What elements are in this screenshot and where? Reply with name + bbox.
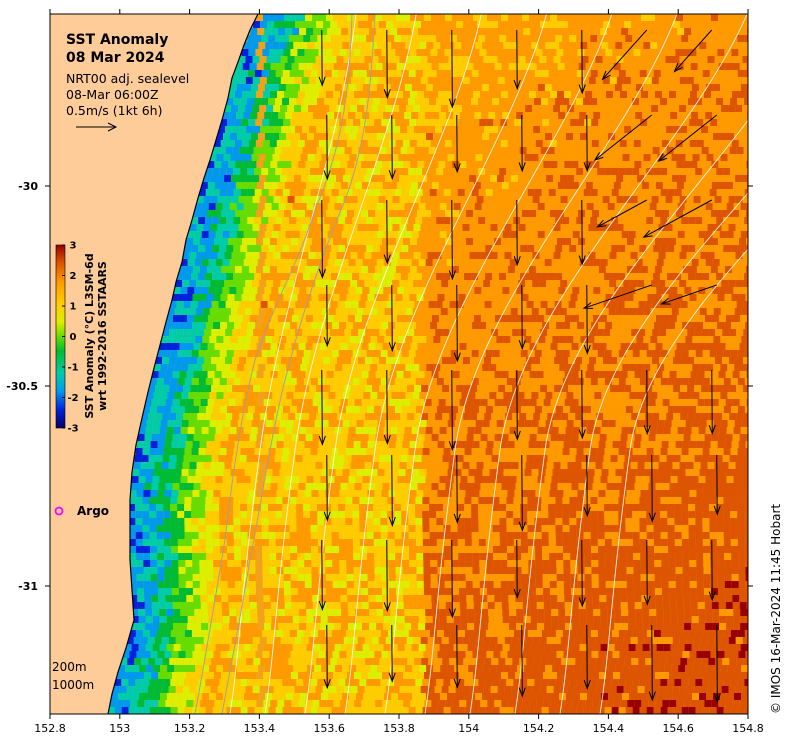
vector-scale-label: 0.5m/s (1kt 6h)	[66, 103, 162, 118]
argo-legend-label: Argo	[77, 504, 109, 518]
colorbar-ticks: 3 2 1 0 -1 -2 -3	[62, 241, 79, 435]
colorbar-tick-label: 1	[70, 302, 77, 313]
x-tick-label: 153.2	[174, 722, 206, 735]
y-tick-label: -30	[18, 180, 38, 193]
x-tick-label: 152.8	[34, 722, 66, 735]
x-tick-label: 154.8	[732, 722, 764, 735]
x-tick-label: 153	[109, 722, 130, 735]
x-tick-label: 154.2	[523, 722, 555, 735]
argo-marker-icon	[54, 506, 64, 516]
current-vectors	[318, 29, 721, 704]
x-tick-label: 153.8	[383, 722, 415, 735]
x-tick-label: 154	[458, 722, 479, 735]
colorbar-title-line2: wrt 1992-2016 SSTAARS	[96, 261, 109, 411]
y-tick-label: -30.5	[6, 380, 38, 393]
sst-cells	[107, 14, 748, 714]
colorbar-tick-label: -2	[67, 393, 78, 404]
isobath-200m	[194, 14, 353, 714]
map-title-line2: 08 Mar 2024	[66, 50, 165, 66]
vector-scale-arrow	[76, 122, 118, 132]
y-tick-label: -31	[18, 580, 38, 593]
y-axis: -30-30.5-31	[6, 180, 753, 593]
data-time: 08-Mar 06:00Z	[66, 87, 159, 102]
coastline	[107, 14, 259, 714]
colorbar-title-line1: SST Anomaly (°C) L3SM-6d	[83, 253, 96, 418]
x-tick-label: 154.6	[662, 722, 694, 735]
colorbar-tick-label: 3	[70, 241, 77, 252]
land-mass	[50, 14, 258, 714]
sea-level-contours	[229, 14, 748, 714]
isobath-1000m	[221, 14, 376, 714]
colorbar-tick-label: 0	[70, 332, 77, 343]
depth-label-200m: 200m	[52, 660, 87, 674]
x-tick-label: 153.6	[313, 722, 345, 735]
sst-field	[50, 14, 748, 714]
x-tick-label: 154.4	[593, 722, 625, 735]
credit-text: © IMOS 16-Mar-2024 11:45 Hobart	[769, 504, 783, 714]
colorbar-tick-label: -1	[67, 363, 78, 374]
map-title-line1: SST Anomaly	[66, 32, 168, 48]
x-axis: 152.8 153 153.2 153.4 153.6 153.8 154 154.2 154.…	[34, 9, 764, 735]
depth-label-1000m: 1000m	[52, 678, 94, 692]
x-tick-label: 153.4	[244, 722, 276, 735]
colorbar-tick-label: -3	[67, 424, 78, 435]
data-source: NRT00 adj. sealevel	[66, 71, 189, 86]
colorbar-tick-label: 2	[70, 271, 77, 282]
